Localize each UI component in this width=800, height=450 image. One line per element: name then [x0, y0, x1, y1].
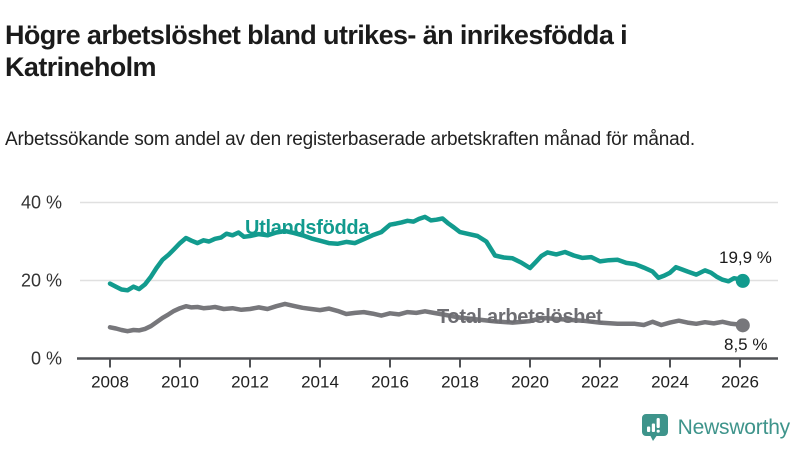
- x-axis-tick-label: 2008: [91, 373, 129, 392]
- x-axis-tick-label: 2016: [371, 373, 409, 392]
- series-end-dot: [735, 318, 750, 333]
- x-axis-tick-label: 2010: [161, 373, 199, 392]
- x-axis-tick-label: 2014: [301, 373, 339, 392]
- end-value-label-total: 8,5 %: [724, 335, 768, 354]
- brand-name: Newsworthy: [677, 415, 791, 439]
- series-line: [107, 301, 746, 334]
- x-axis-tick-label: 2018: [441, 373, 479, 392]
- y-axis-tick-label: 40 %: [21, 193, 62, 213]
- x-axis-tick-label: 2020: [511, 373, 549, 392]
- newsworthy-branding: Newsworthy: [640, 412, 790, 443]
- series-line: [107, 214, 746, 293]
- end-value-label-utlandsfodda: 19,9 %: [719, 248, 772, 267]
- series-end-dot: [735, 273, 750, 288]
- x-axis-tick-label: 2026: [721, 373, 759, 392]
- x-axis-tick-label: 2024: [651, 373, 689, 392]
- page-title: Högre arbetslöshet bland utrikes- än inr…: [5, 20, 628, 82]
- chart-subtitle: Arbetssökande som andel av den registerb…: [5, 129, 695, 150]
- series-label-utlandsfodda: Utlandsfödda: [245, 217, 370, 239]
- x-axis-tick-label: 2012: [231, 373, 269, 392]
- y-axis-tick-label: 20 %: [21, 271, 62, 291]
- newsworthy-logo-icon: [641, 414, 668, 441]
- y-axis-tick-label: 0 %: [31, 349, 62, 369]
- series-label-total-arbetsloshet: Total arbetslöshet: [437, 306, 603, 328]
- x-axis-tick-label: 2022: [581, 373, 619, 392]
